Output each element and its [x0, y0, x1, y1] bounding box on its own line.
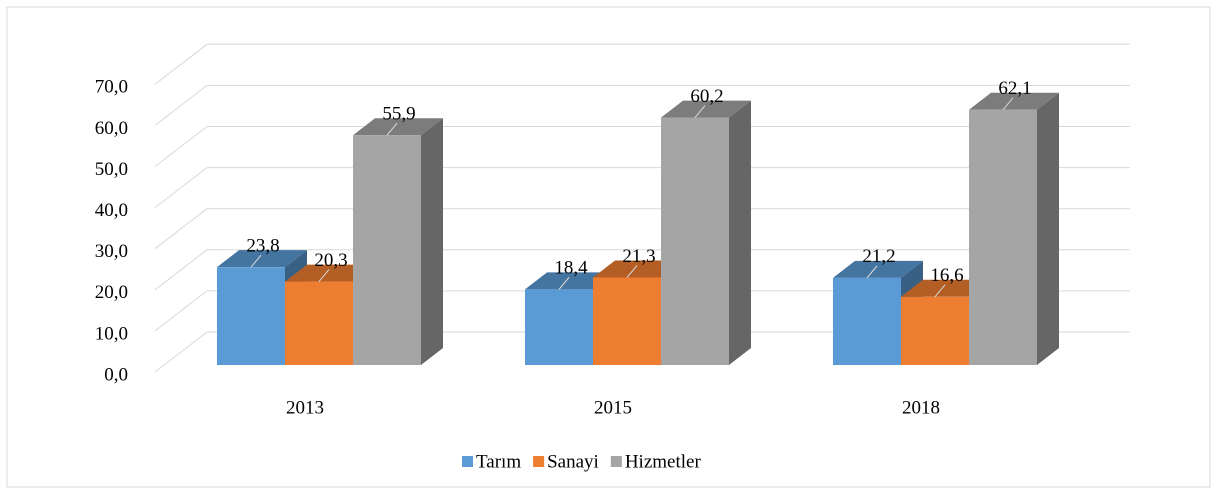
y-tick-label: 0,0: [104, 364, 128, 385]
x-tick-label: 2018: [902, 397, 940, 418]
bar: [833, 277, 901, 365]
data-label: 21,2: [862, 246, 895, 267]
bar-top: [901, 279, 991, 297]
data-label: 23,8: [246, 236, 279, 257]
grid-line: [154, 43, 208, 85]
bar: [217, 267, 285, 365]
bar-top: [593, 260, 683, 278]
legend-label: Sanayi: [547, 451, 599, 472]
y-tick-label: 50,0: [95, 159, 128, 180]
legend-swatch: [533, 456, 545, 467]
y-tick-label: 40,0: [95, 200, 128, 221]
grid-line: [154, 331, 208, 373]
legend-label: Tarım: [476, 451, 521, 472]
bar-top: [285, 264, 375, 282]
leader-line: [694, 105, 706, 118]
bar-top: [969, 92, 1059, 110]
grid-line: [154, 290, 208, 332]
bar: [353, 135, 421, 365]
grid-line: [154, 208, 208, 250]
legend-swatch: [462, 456, 473, 467]
data-label: 20,3: [314, 250, 347, 271]
leader-line: [626, 265, 638, 278]
data-label: 60,2: [690, 86, 723, 107]
leader-line: [866, 265, 878, 279]
leader-line: [1002, 97, 1014, 111]
y-tick-label: 30,0: [95, 241, 128, 262]
bar-top: [525, 272, 615, 290]
bar-top: [833, 260, 923, 278]
y-tick-label: 60,0: [95, 118, 128, 139]
bar: [661, 117, 729, 365]
bar-side: [729, 100, 751, 365]
bar-side: [421, 118, 443, 365]
y-tick-label: 10,0: [95, 323, 128, 344]
bar: [901, 296, 969, 365]
bar-top: [661, 100, 751, 118]
grid-line: [154, 167, 208, 208]
bar: [285, 281, 353, 365]
bar: [969, 109, 1037, 365]
bar-side: [1037, 92, 1059, 366]
leader-line: [250, 254, 262, 268]
x-tick-label: 2015: [594, 397, 632, 418]
legend-label: Hizmetler: [625, 451, 702, 472]
y-tick-label: 20,0: [95, 282, 128, 303]
leader-line: [386, 122, 398, 136]
data-label: 18,4: [554, 258, 588, 279]
bar: [593, 277, 661, 365]
grid-line: [154, 85, 208, 126]
bar-top: [353, 118, 443, 136]
data-label: 55,9: [382, 104, 415, 125]
bar-top: [217, 250, 307, 268]
y-tick-label: 70,0: [95, 77, 128, 98]
data-label: 16,6: [930, 265, 963, 286]
data-label: 21,3: [622, 246, 655, 267]
grid-line: [154, 126, 208, 167]
leader-line: [318, 269, 330, 282]
leader-line: [934, 284, 946, 298]
x-tick-label: 2013: [286, 397, 324, 418]
data-label: 62,1: [998, 78, 1031, 99]
bar: [525, 289, 593, 365]
leader-line: [558, 277, 570, 290]
legend-swatch: [610, 456, 622, 467]
grid-line: [154, 249, 208, 291]
